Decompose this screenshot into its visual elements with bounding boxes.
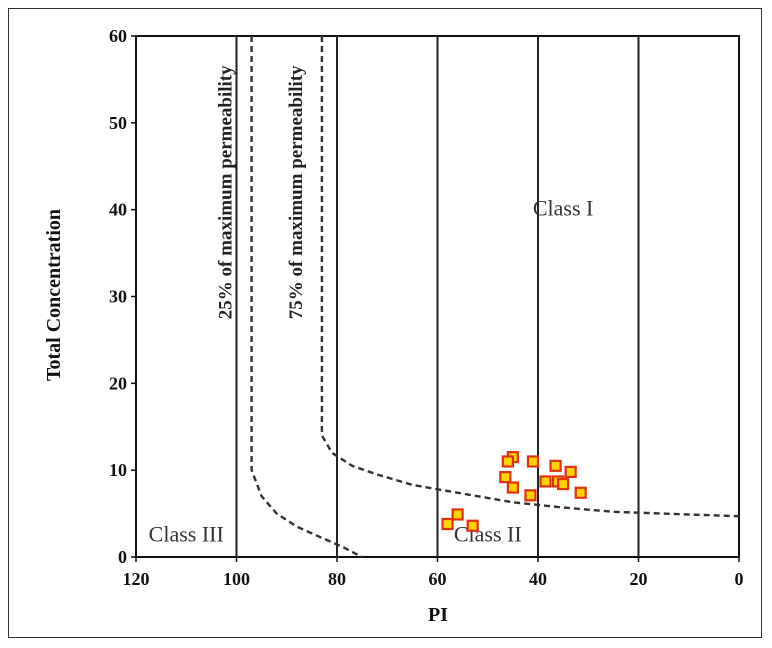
y-tick-labels: 0 10 20 30 40 50 60 [109, 26, 136, 567]
data-point [539, 475, 552, 488]
data-point [501, 455, 514, 468]
y-tick-label: 50 [109, 113, 127, 133]
data-point [451, 508, 464, 521]
chart-frame: 25% of maximum permeability 75% of maximu… [8, 8, 762, 638]
data-point [574, 486, 587, 499]
permeability-curves: 25% of maximum permeability 75% of maximu… [216, 36, 740, 559]
data-point [526, 455, 540, 468]
data-point [499, 471, 512, 484]
x-tick-label: 20 [630, 569, 648, 589]
data-point [564, 465, 577, 479]
x-tick-label: 100 [223, 569, 250, 589]
permeability-curve-2 [320, 36, 740, 518]
y-axis-title: Total Concentration [43, 209, 65, 381]
region-label-class-iii: Class III [149, 521, 224, 546]
x-tick-label: 60 [429, 569, 447, 589]
data-point [441, 517, 454, 531]
data-point [549, 459, 562, 472]
x-tick-label: 0 [735, 569, 744, 589]
y-tick-label: 30 [109, 287, 127, 307]
y-tick-label: 0 [118, 547, 127, 567]
doneen-chart: 25% of maximum permeability 75% of maximu… [43, 26, 744, 626]
y-tick-label: 40 [109, 200, 127, 220]
x-tick-label: 40 [529, 569, 547, 589]
permeability-curve-1 [250, 36, 363, 559]
data-points [441, 451, 587, 532]
y-tick-label: 60 [109, 26, 127, 46]
x-tick-label: 80 [328, 569, 346, 589]
region-labels: Class I Class II Class III [149, 196, 594, 547]
data-point [524, 489, 537, 502]
x-tick-label: 120 [123, 569, 150, 589]
region-label-class-ii: Class II [454, 521, 522, 546]
curve-label-1: 25% of maximum permeability [216, 65, 237, 319]
y-tick-label: 20 [109, 373, 127, 393]
x-tick-labels: 120 100 80 60 40 20 0 [123, 557, 744, 589]
data-point [506, 481, 519, 494]
curve-label-2: 75% of maximum permeability [286, 65, 307, 319]
data-point [557, 477, 570, 491]
gridlines [235, 36, 640, 557]
x-axis-title: PI [428, 604, 448, 626]
data-point [466, 519, 479, 532]
region-label-class-i: Class I [533, 196, 594, 221]
y-tick-label: 10 [109, 460, 127, 480]
